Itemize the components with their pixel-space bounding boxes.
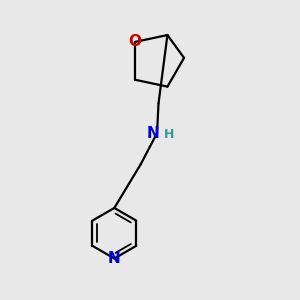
Text: N: N bbox=[147, 126, 160, 141]
Text: N: N bbox=[108, 251, 121, 266]
Text: H: H bbox=[164, 128, 175, 141]
Text: O: O bbox=[128, 34, 142, 50]
